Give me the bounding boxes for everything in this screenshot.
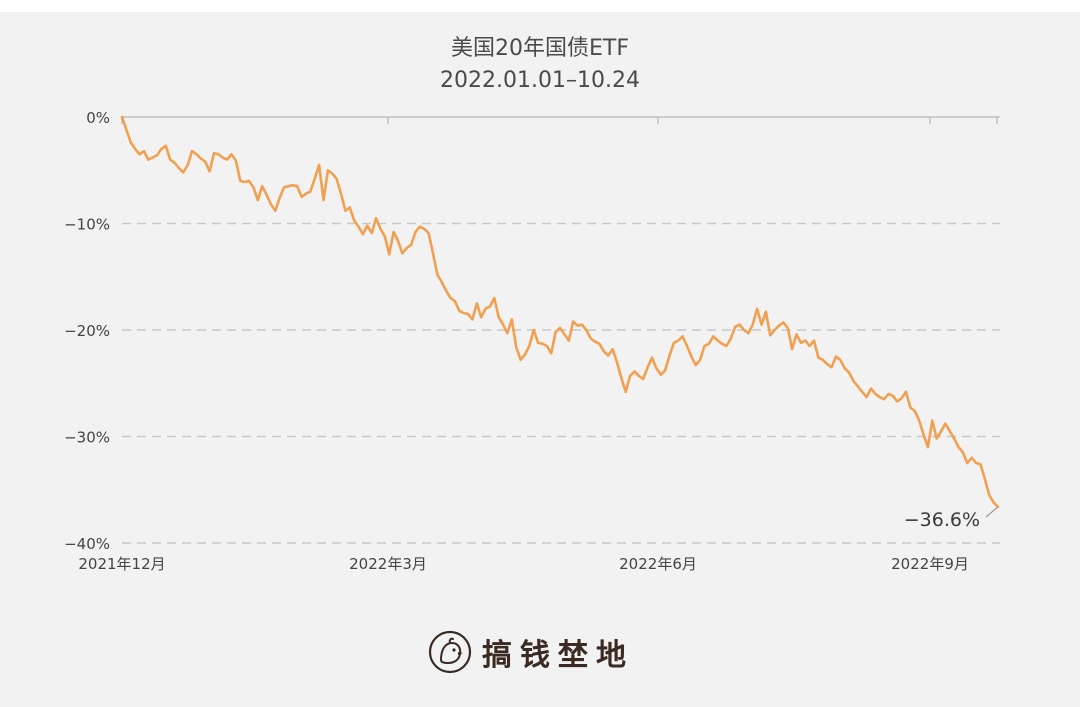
brand-name: 搞钱埜地 — [482, 638, 634, 673]
y-tick-label: −40% — [64, 535, 110, 553]
x-tick-label: 2022年6月 — [619, 555, 697, 573]
chick-logo-icon — [428, 630, 472, 674]
x-tick-label: 2022年3月 — [349, 555, 427, 573]
y-tick-label: −30% — [64, 429, 110, 447]
y-axis-ticks: 0% −10% −20% −30% −40% — [64, 109, 110, 553]
brand-footer: 搞钱埜地 — [428, 626, 634, 678]
series-layer — [120, 115, 1000, 509]
x-axis-ticks: 2021年12月 2022年3月 2022年6月 2022年9月 — [78, 117, 998, 573]
top-band — [0, 0, 1080, 12]
annotation-layer: −36.6% — [904, 506, 999, 531]
y-tick-label: 0% — [86, 109, 110, 127]
chart-title: 美国20年国债ETF — [451, 36, 629, 61]
y-tick-label: −20% — [64, 322, 110, 340]
y-tick-label: −10% — [64, 216, 110, 234]
chart-subtitle: 2022.01.01–10.24 — [440, 68, 640, 93]
end-value-label: −36.6% — [904, 509, 980, 531]
x-tick-label: 2022年9月 — [891, 555, 969, 573]
x-tick-label: 2021年12月 — [78, 555, 165, 573]
annotation-leader — [985, 506, 999, 518]
series-line — [120, 115, 1000, 509]
